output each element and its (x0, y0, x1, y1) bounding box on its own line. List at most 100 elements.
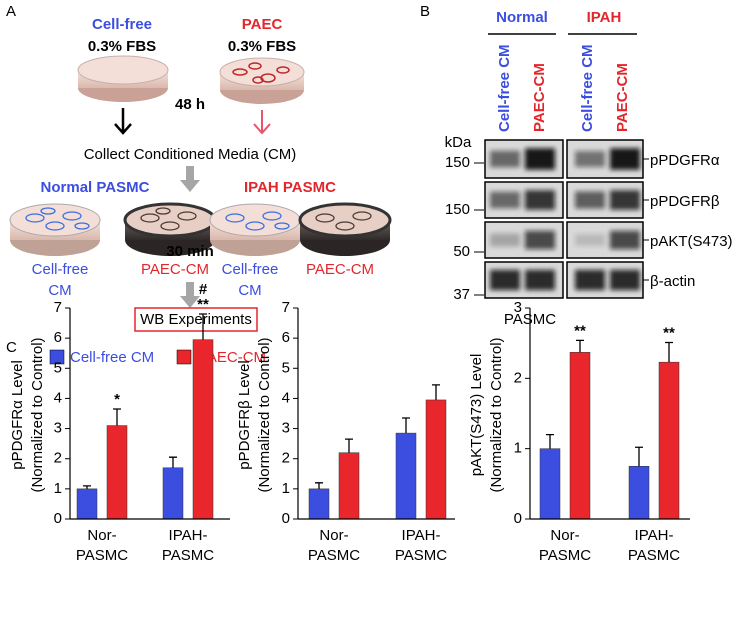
arrow (114, 108, 132, 135)
condition-serum: 0.3% FBS (228, 38, 296, 55)
band (610, 230, 640, 250)
bar (658, 361, 680, 520)
bar (308, 488, 330, 520)
y-axis-label: pAKT(S473) Level (468, 354, 485, 477)
group-label: Normal (496, 9, 548, 26)
error-bar (635, 446, 643, 467)
bar (338, 452, 360, 520)
error-bar (315, 482, 323, 489)
y-tick-label: 1 (54, 480, 62, 497)
error-bar (576, 339, 584, 353)
band (490, 269, 520, 291)
marker-label: 37 (453, 286, 470, 303)
unit-label: kDa (445, 134, 472, 151)
x-tick-label: Nor- (87, 527, 116, 544)
y-tick-label: 3 (54, 420, 62, 437)
error-bar (113, 408, 121, 426)
dish-label: PAEC-CM (306, 261, 374, 278)
significance: ** (574, 322, 586, 339)
y-tick-label: 2 (514, 369, 522, 386)
bar (192, 339, 214, 520)
arrow (253, 110, 271, 135)
marker-label: 150 (445, 154, 470, 171)
significance: * (114, 391, 120, 408)
band (610, 190, 640, 210)
dish (9, 203, 101, 256)
cell-type: IPAH PASMC (244, 179, 336, 196)
band (575, 269, 605, 291)
bar (162, 467, 184, 520)
bar (628, 466, 650, 520)
band (525, 230, 555, 250)
significance: ** (663, 324, 675, 341)
lane-label: PAEC-CM (614, 63, 631, 132)
legend-label: PAEC-CM (198, 349, 266, 366)
y-tick-label: 1 (514, 440, 522, 457)
y-tick-label: 4 (54, 389, 62, 406)
bar (539, 448, 561, 520)
dish (298, 202, 392, 256)
x-tick-label: PASMC (308, 547, 360, 564)
x-tick-label: Nor- (550, 527, 579, 544)
condition-title: PAEC (242, 16, 283, 33)
x-tick-label: PASMC (539, 547, 591, 564)
incubation-time: 48 h (175, 96, 205, 113)
protein-label: pPDGFRβ (650, 193, 720, 210)
panel-label: A (6, 3, 16, 20)
y-axis-label: pPDGFRβ Level (236, 360, 253, 470)
y-axis-label: (Normalized to Control) (488, 337, 505, 492)
band (525, 190, 555, 210)
cell-type: Normal PASMC (41, 179, 150, 196)
lane-label: PAEC-CM (531, 63, 548, 132)
error-bar (83, 485, 91, 489)
legend-label: Cell-free CM (70, 349, 154, 366)
bar (395, 432, 417, 520)
y-axis-label: (Normalized to Control) (29, 337, 46, 492)
band (490, 191, 520, 209)
bar (569, 352, 591, 520)
y-tick-label: 3 (514, 299, 522, 316)
error-bar (199, 313, 207, 340)
y-tick-label: 2 (54, 450, 62, 467)
protein-label: pPDGFRα (650, 152, 720, 169)
group-label: IPAH (587, 9, 622, 26)
dish-label: CM (238, 282, 261, 299)
band (490, 150, 520, 168)
protein-label: pAKT(S473) (650, 233, 733, 250)
arrow (180, 166, 200, 192)
bar (76, 488, 98, 520)
y-axis-label: (Normalized to Control) (256, 337, 273, 492)
treatment-time: 30 min (166, 243, 214, 260)
y-tick-label: 7 (54, 299, 62, 316)
result: WB Experiments (140, 311, 252, 328)
band (575, 234, 605, 246)
blots: 150 pPDGFRα 150 pPDGFRβ 50 pAKT(S473) 37 β-acti… (445, 139, 733, 303)
error-bar (169, 456, 177, 468)
band (525, 148, 555, 170)
x-tick-label: IPAH- (169, 527, 208, 544)
lane-label: Cell-free CM (579, 44, 596, 132)
marker-label: 50 (453, 243, 470, 260)
legend-swatch (49, 349, 65, 365)
dish (77, 55, 169, 102)
step: Collect Conditioned Media (CM) (84, 146, 297, 163)
error-bar (402, 417, 410, 434)
band (525, 269, 555, 291)
y-tick-label: 4 (282, 389, 290, 406)
y-tick-label: 0 (54, 510, 62, 527)
x-tick-label: PASMC (76, 547, 128, 564)
panel-label: C (6, 339, 17, 356)
significance: # (199, 281, 208, 298)
dish-label: PAEC-CM (141, 261, 209, 278)
dish-label: Cell-free (222, 261, 279, 278)
band (575, 191, 605, 209)
legend-swatch (176, 349, 192, 365)
y-tick-label: 3 (282, 420, 290, 437)
y-axis-label: pPDGFRα Level (9, 360, 26, 470)
band (575, 151, 605, 167)
charts: pPDGFRα Level (Normalized to Control)0123… (9, 281, 690, 564)
dish (219, 57, 305, 104)
y-tick-label: 0 (514, 510, 522, 527)
y-tick-label: 6 (54, 329, 62, 346)
